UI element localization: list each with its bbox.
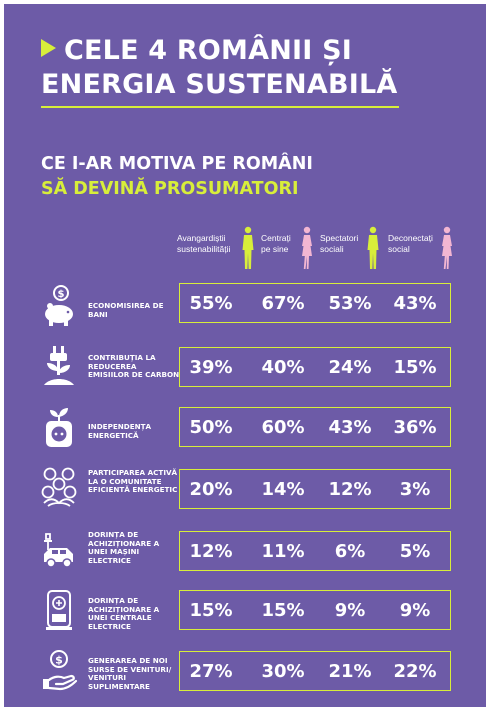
value-centrati: 11% (261, 541, 305, 562)
column-header-spectatori: Spectatori sociali (320, 233, 358, 255)
value-deconectati: 5% (399, 541, 431, 562)
column-header-line: pe sine (261, 244, 289, 254)
value-spectatori: 6% (334, 541, 366, 562)
page-title: CELE 4 ROMÂNII ȘI ENERGIA SUSTENABILĂ (41, 34, 397, 102)
value-deconectati: 15% (393, 357, 437, 378)
value-spectatori: 24% (328, 357, 372, 378)
value-spectatori: 12% (328, 479, 372, 500)
title-divider (41, 106, 399, 108)
value-deconectati: 3% (399, 479, 431, 500)
value-deconectati: 43% (393, 293, 437, 314)
svg-text:$: $ (58, 289, 65, 300)
value-spectatori: 9% (334, 600, 366, 621)
values-row: 55% 67% 53% 43% (179, 283, 451, 323)
column-header-deconectati: Deconectați social (388, 233, 433, 255)
column-header-line: Deconectați (388, 233, 433, 243)
title-line-1: CELE 4 ROMÂNII ȘI (64, 35, 352, 66)
value-deconectati: 9% (399, 600, 431, 621)
power-station-icon (46, 590, 72, 630)
community-icon (41, 467, 77, 507)
column-header-line: Avangardiștii (177, 233, 226, 243)
row-label: DORINȚA DE ACHIZIȚIONARE A UNEI CENTRALE… (88, 596, 160, 631)
values-row: 50% 60% 43% 36% (179, 407, 451, 447)
value-spectatori: 21% (328, 661, 372, 682)
value-avangardisti: 27% (189, 661, 233, 682)
value-centrati: 14% (261, 479, 305, 500)
triangle-icon (41, 39, 56, 57)
value-centrati: 15% (261, 600, 305, 621)
column-header-line: sustenabilității (177, 244, 231, 254)
value-avangardisti: 15% (189, 600, 233, 621)
pink-person-icon (302, 226, 312, 269)
column-header-line: sociali (320, 244, 344, 254)
subtitle-line-2: SĂ DEVINĂ PROSUMATORI (41, 179, 299, 199)
value-avangardisti: 12% (189, 541, 233, 562)
column-header-line: Centrați (261, 233, 291, 243)
electric-car-icon (44, 533, 73, 568)
row-label: PARTICIPAREA ACTIVĂ LA O COMUNITATE EFIC… (88, 468, 178, 495)
value-deconectati: 22% (393, 661, 437, 682)
value-avangardisti: 50% (189, 417, 233, 438)
green-person-icon (367, 226, 379, 269)
subtitle-line-1: CE I-AR MOTIVA PE ROMÂNI (41, 154, 313, 174)
value-spectatori: 43% (328, 417, 372, 438)
row-label: ECONOMISIREA DE BANI (88, 301, 164, 319)
value-centrati: 67% (261, 293, 305, 314)
value-deconectati: 36% (393, 417, 437, 438)
value-avangardisti: 39% (189, 357, 233, 378)
value-centrati: 30% (261, 661, 305, 682)
value-avangardisti: 55% (189, 293, 233, 314)
green-person-icon (242, 226, 254, 269)
pink-person-icon (442, 226, 452, 269)
values-row: 27% 30% 21% 22% (179, 651, 451, 691)
column-header-avangardisti: Avangardiștii sustenabilității (177, 233, 230, 255)
values-row: 15% 15% 9% 9% (179, 590, 451, 630)
value-centrati: 40% (261, 357, 305, 378)
infographic: CELE 4 ROMÂNII ȘI ENERGIA SUSTENABILĂ CE… (4, 4, 486, 707)
values-row: 39% 40% 24% 15% (179, 347, 451, 387)
title-line-2: ENERGIA SUSTENABILĂ (41, 69, 398, 100)
plug-plant-icon (44, 346, 74, 385)
row-label: CONTRIBUȚIA LA REDUCEREA EMISIILOR DE CA… (88, 353, 180, 380)
value-centrati: 60% (261, 417, 305, 438)
column-header-line: Spectatori (320, 233, 359, 243)
column-header-line: social (388, 244, 410, 254)
subtitle: CE I-AR MOTIVA PE ROMÂNI SĂ DEVINĂ PROSU… (41, 152, 313, 202)
socket-leaf-icon (46, 408, 72, 447)
svg-text:$: $ (55, 654, 63, 667)
value-spectatori: 53% (328, 293, 372, 314)
hand-coin-icon: $ (43, 650, 78, 691)
row-label: GENERAREA DE NOI SURSE DE VENITURI/ VENI… (88, 656, 172, 691)
row-label: INDEPENDENȚA ENERGETICĂ (88, 422, 152, 440)
value-avangardisti: 20% (189, 479, 233, 500)
row-label: DORINȚA DE ACHIZIȚIONARE A UNEI MAȘINI E… (88, 530, 160, 565)
values-row: 12% 11% 6% 5% (179, 531, 451, 571)
column-header-centrati: Centrați pe sine (261, 233, 291, 255)
piggy-bank-icon: $ (45, 285, 73, 326)
values-row: 20% 14% 12% 3% (179, 469, 451, 509)
